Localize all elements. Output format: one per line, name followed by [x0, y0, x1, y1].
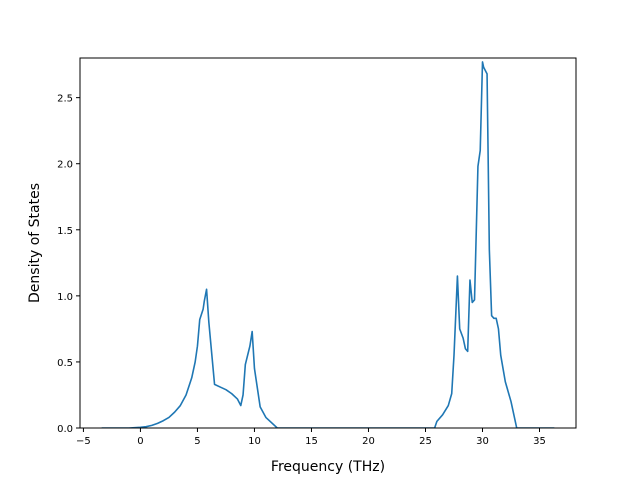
x-tick-label: 20 [362, 436, 375, 447]
y-tick-label: 0.5 [57, 358, 73, 369]
y-tick-label: 0.0 [57, 424, 73, 435]
x-tick-label: 0 [137, 436, 143, 447]
x-tick-label: 5 [194, 436, 200, 447]
y-tick-label: 1.5 [57, 226, 73, 237]
x-axis-label: Frequency (THz) [271, 459, 385, 475]
x-tick-label: 30 [476, 436, 489, 447]
x-tick-label: 35 [533, 436, 546, 447]
x-tick-label: 10 [248, 436, 261, 447]
axes-frame [79, 57, 577, 429]
y-tick-label: 2.0 [57, 160, 73, 171]
y-tick-label: 2.5 [57, 94, 73, 105]
y-axis-label: Density of States [27, 183, 43, 303]
dos-series-line [101, 61, 555, 428]
x-tick-label: 15 [305, 436, 318, 447]
y-tick-label: 1.0 [57, 292, 73, 303]
x-axis: −5 0 5 10 15 20 25 30 35 [76, 428, 546, 447]
x-tick-label: 25 [419, 436, 432, 447]
x-tick-label: −5 [76, 436, 91, 447]
y-axis: 0.0 0.5 1.0 1.5 2.0 2.5 [57, 94, 80, 435]
